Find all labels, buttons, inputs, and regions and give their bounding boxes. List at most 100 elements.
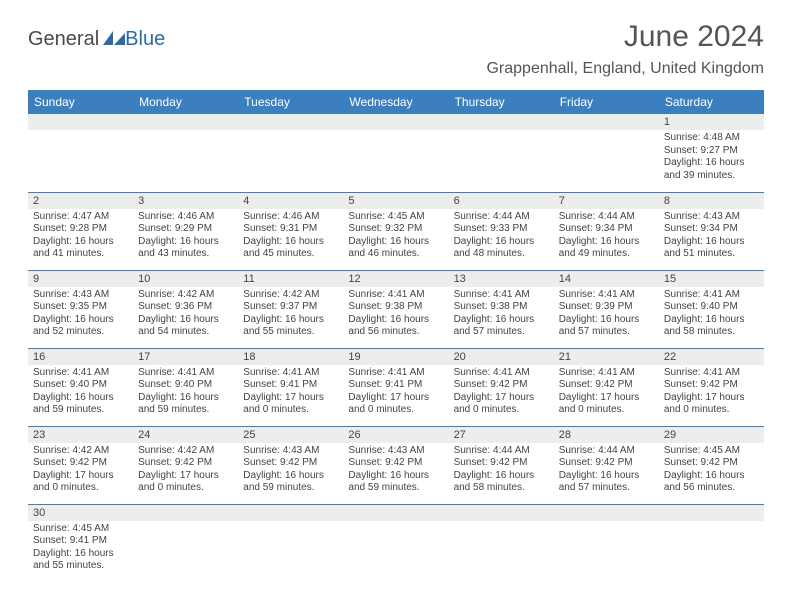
day-cell: 11Sunrise: 4:42 AMSunset: 9:37 PMDayligh… (238, 270, 343, 348)
day-detail-line: Daylight: 16 hours (348, 470, 443, 483)
day-detail-line: Daylight: 16 hours (33, 392, 128, 405)
logo-sail-icon (103, 31, 125, 45)
day-detail-line: and 49 minutes. (559, 248, 654, 261)
day-cell: 15Sunrise: 4:41 AMSunset: 9:40 PMDayligh… (659, 270, 764, 348)
day-detail-line: Sunset: 9:40 PM (33, 379, 128, 392)
day-cell: 13Sunrise: 4:41 AMSunset: 9:38 PMDayligh… (449, 270, 554, 348)
day-details: Sunrise: 4:44 AMSunset: 9:42 PMDaylight:… (554, 443, 659, 499)
day-number: 19 (343, 349, 448, 365)
dow-friday: Friday (554, 90, 659, 114)
logo: General Blue (28, 28, 165, 51)
day-detail-line: Sunrise: 4:41 AM (33, 367, 128, 380)
day-cell: 8Sunrise: 4:43 AMSunset: 9:34 PMDaylight… (659, 192, 764, 270)
day-detail-line: Sunset: 9:41 PM (33, 535, 128, 548)
day-details: Sunrise: 4:41 AMSunset: 9:41 PMDaylight:… (343, 365, 448, 421)
day-detail-line: and 56 minutes. (348, 326, 443, 339)
day-detail-line: Sunset: 9:37 PM (243, 301, 338, 314)
day-detail-line: Sunset: 9:42 PM (243, 457, 338, 470)
day-detail-line: Sunset: 9:42 PM (138, 457, 233, 470)
day-number: 15 (659, 271, 764, 287)
day-number: 2 (28, 193, 133, 209)
day-detail-line: Daylight: 17 hours (348, 392, 443, 405)
day-number: 26 (343, 427, 448, 443)
day-cell: 25Sunrise: 4:43 AMSunset: 9:42 PMDayligh… (238, 426, 343, 504)
day-cell (659, 504, 764, 582)
day-detail-line: Sunset: 9:41 PM (243, 379, 338, 392)
day-detail-line: Daylight: 16 hours (664, 470, 759, 483)
day-cell (449, 114, 554, 192)
week-row: 30Sunrise: 4:45 AMSunset: 9:41 PMDayligh… (28, 504, 764, 582)
day-detail-line: Sunrise: 4:41 AM (454, 367, 549, 380)
day-cell (238, 504, 343, 582)
day-detail-line: Sunset: 9:31 PM (243, 223, 338, 236)
day-detail-line: and 0 minutes. (664, 404, 759, 417)
day-cell: 4Sunrise: 4:46 AMSunset: 9:31 PMDaylight… (238, 192, 343, 270)
day-detail-line: Daylight: 16 hours (559, 470, 654, 483)
day-number: 21 (554, 349, 659, 365)
day-number (449, 114, 554, 130)
day-number: 10 (133, 271, 238, 287)
day-detail-line: Sunset: 9:34 PM (664, 223, 759, 236)
day-detail-line: Daylight: 17 hours (664, 392, 759, 405)
day-cell (449, 504, 554, 582)
day-detail-line: Sunrise: 4:41 AM (664, 367, 759, 380)
day-number: 14 (554, 271, 659, 287)
day-detail-line: and 39 minutes. (664, 170, 759, 183)
day-detail-line: and 0 minutes. (33, 482, 128, 495)
dow-monday: Monday (133, 90, 238, 114)
day-details: Sunrise: 4:41 AMSunset: 9:40 PMDaylight:… (28, 365, 133, 421)
day-number: 18 (238, 349, 343, 365)
day-number: 6 (449, 193, 554, 209)
day-detail-line: Sunrise: 4:46 AM (243, 211, 338, 224)
dow-sunday: Sunday (28, 90, 133, 114)
day-details: Sunrise: 4:43 AMSunset: 9:34 PMDaylight:… (659, 209, 764, 265)
day-detail-line: Sunrise: 4:45 AM (664, 445, 759, 458)
day-detail-line: Daylight: 16 hours (348, 314, 443, 327)
day-cell: 29Sunrise: 4:45 AMSunset: 9:42 PMDayligh… (659, 426, 764, 504)
day-number (449, 505, 554, 521)
day-number (659, 505, 764, 521)
day-detail-line: Daylight: 16 hours (138, 392, 233, 405)
day-cell (133, 504, 238, 582)
day-number: 4 (238, 193, 343, 209)
day-details: Sunrise: 4:46 AMSunset: 9:31 PMDaylight:… (238, 209, 343, 265)
day-details: Sunrise: 4:42 AMSunset: 9:42 PMDaylight:… (28, 443, 133, 499)
day-number: 9 (28, 271, 133, 287)
day-details: Sunrise: 4:44 AMSunset: 9:33 PMDaylight:… (449, 209, 554, 265)
day-detail-line: Sunrise: 4:43 AM (243, 445, 338, 458)
day-number (554, 114, 659, 130)
day-detail-line: and 0 minutes. (348, 404, 443, 417)
day-detail-line: and 59 minutes. (348, 482, 443, 495)
day-details: Sunrise: 4:41 AMSunset: 9:40 PMDaylight:… (133, 365, 238, 421)
day-detail-line: Sunrise: 4:43 AM (33, 289, 128, 302)
week-row: 16Sunrise: 4:41 AMSunset: 9:40 PMDayligh… (28, 348, 764, 426)
day-detail-line: and 55 minutes. (33, 560, 128, 573)
day-detail-line: and 45 minutes. (243, 248, 338, 261)
day-detail-line: Daylight: 16 hours (138, 236, 233, 249)
day-detail-line: Daylight: 16 hours (664, 314, 759, 327)
day-number: 8 (659, 193, 764, 209)
day-detail-line: and 0 minutes. (243, 404, 338, 417)
day-number: 29 (659, 427, 764, 443)
day-cell (343, 114, 448, 192)
day-number: 16 (28, 349, 133, 365)
day-detail-line: Sunset: 9:36 PM (138, 301, 233, 314)
day-number (238, 114, 343, 130)
day-details: Sunrise: 4:41 AMSunset: 9:38 PMDaylight:… (449, 287, 554, 343)
day-number (238, 505, 343, 521)
day-detail-line: and 55 minutes. (243, 326, 338, 339)
day-details: Sunrise: 4:44 AMSunset: 9:42 PMDaylight:… (449, 443, 554, 499)
day-details: Sunrise: 4:44 AMSunset: 9:34 PMDaylight:… (554, 209, 659, 265)
day-detail-line: Sunset: 9:32 PM (348, 223, 443, 236)
day-detail-line: and 46 minutes. (348, 248, 443, 261)
day-detail-line: Daylight: 17 hours (243, 392, 338, 405)
day-cell: 2Sunrise: 4:47 AMSunset: 9:28 PMDaylight… (28, 192, 133, 270)
day-detail-line: Daylight: 16 hours (33, 236, 128, 249)
day-detail-line: Sunset: 9:34 PM (559, 223, 654, 236)
day-detail-line: and 58 minutes. (664, 326, 759, 339)
week-row: 1Sunrise: 4:48 AMSunset: 9:27 PMDaylight… (28, 114, 764, 192)
day-detail-line: and 48 minutes. (454, 248, 549, 261)
day-details: Sunrise: 4:42 AMSunset: 9:42 PMDaylight:… (133, 443, 238, 499)
calendar-page: General Blue June 2024 Grappenhall, Engl… (0, 0, 792, 602)
day-detail-line: Sunset: 9:28 PM (33, 223, 128, 236)
